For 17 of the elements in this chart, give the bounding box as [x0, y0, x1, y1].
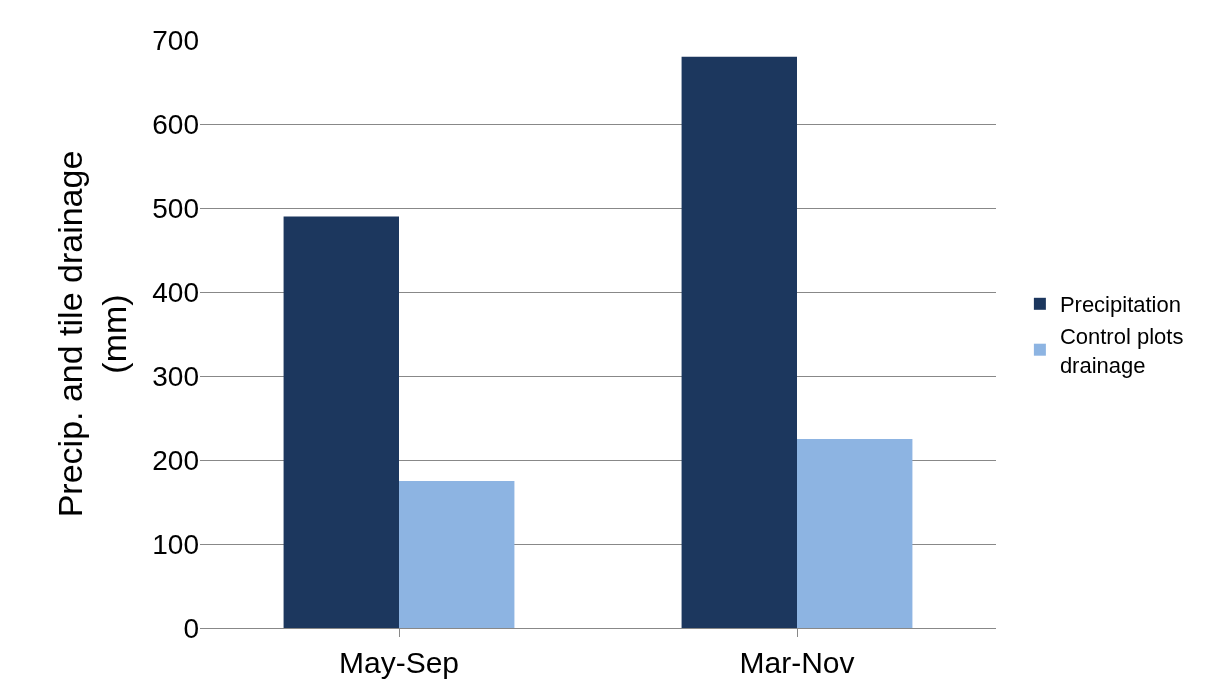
y-axis-title: Precip. and tile drainage (mm)	[50, 150, 133, 518]
bar	[797, 439, 913, 628]
bar	[399, 481, 515, 628]
x-tick-label: Mar-Nov	[739, 646, 855, 679]
y-tick-label: 0	[183, 612, 199, 644]
y-tick-label: 700	[152, 24, 199, 56]
y-tick-label: 100	[152, 528, 199, 560]
legend-label: Control plots drainage	[1059, 323, 1184, 378]
bar	[681, 56, 797, 628]
y-tick-label: 200	[152, 444, 199, 476]
y-tick-label: 400	[152, 276, 199, 308]
bar	[283, 216, 399, 628]
legend-label: Precipitation	[1059, 292, 1181, 318]
y-tick-label: 600	[152, 108, 199, 140]
y-tick-label: 500	[152, 192, 199, 224]
x-tick-label: May-Sep	[338, 646, 460, 679]
y-tick-label: 300	[152, 360, 199, 392]
